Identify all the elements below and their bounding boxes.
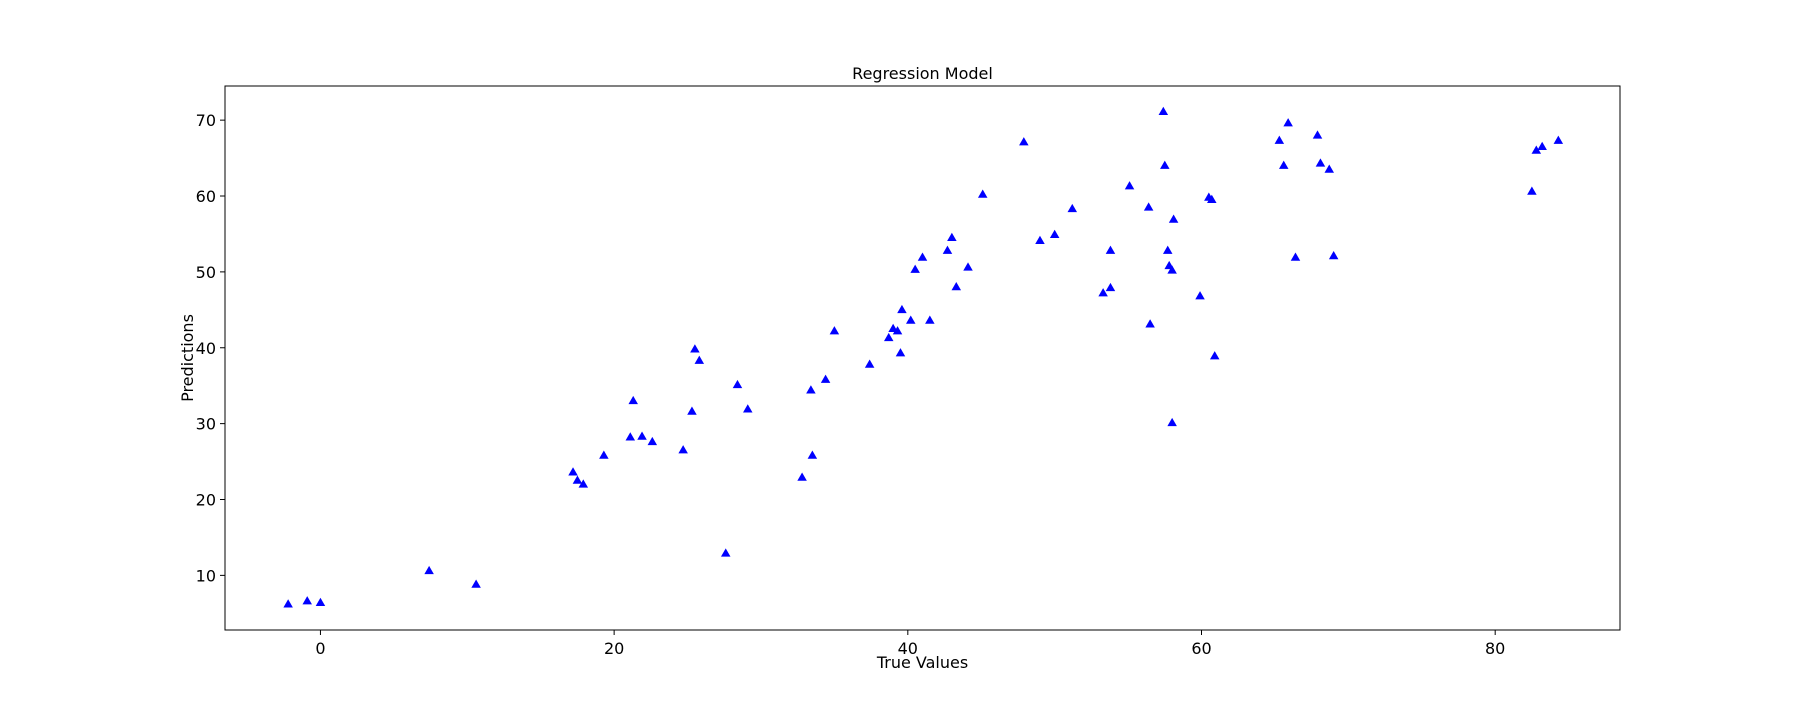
x-tick-label: 40	[898, 639, 918, 658]
data-point-triangle	[910, 264, 920, 273]
y-tick-label: 30	[196, 415, 216, 434]
y-tick-label: 50	[196, 263, 216, 282]
data-point-triangle	[1209, 351, 1220, 360]
data-point-triangle	[1143, 202, 1154, 211]
data-point-triangle	[302, 596, 312, 605]
data-point-triangle	[1160, 160, 1170, 169]
data-point-triangle	[568, 467, 578, 476]
chart-title: Regression Model	[852, 64, 993, 83]
plot-area	[225, 86, 1620, 630]
data-point-triangle	[806, 385, 816, 394]
x-tick-label: 20	[604, 639, 624, 658]
y-axis-title: Predictions	[178, 314, 197, 402]
data-point-triangle	[1527, 186, 1537, 195]
data-point-triangle	[687, 406, 697, 415]
data-point-triangle	[1019, 137, 1029, 146]
data-point-triangle	[1167, 265, 1177, 274]
data-point-triangle	[951, 282, 962, 291]
data-point-triangle	[829, 326, 840, 335]
data-point-triangle	[1315, 158, 1326, 167]
y-tick-label: 10	[196, 566, 216, 585]
data-point-triangle	[1537, 141, 1547, 150]
data-point-triangle	[1207, 194, 1217, 204]
y-tick-label: 20	[196, 491, 216, 510]
data-point-triangle	[1553, 135, 1564, 144]
data-point-triangle	[977, 189, 988, 198]
data-point-triangle	[1098, 288, 1108, 297]
data-point-triangle	[315, 597, 326, 606]
data-point-triangle	[720, 548, 731, 557]
data-point-triangle	[1274, 135, 1285, 144]
data-point-triangle	[797, 472, 807, 481]
x-axis-ticks: 0 20 40 60 80	[315, 630, 1505, 658]
data-point-triangle	[897, 304, 907, 314]
data-point-triangle	[1531, 145, 1542, 154]
data-point-triangle	[732, 379, 743, 389]
data-point-triangle	[864, 359, 875, 368]
data-point-triangle	[1290, 252, 1301, 261]
data-point-triangle	[690, 344, 700, 353]
data-point-triangle	[694, 355, 705, 364]
data-point-triangle	[424, 565, 434, 575]
data-point-triangle	[743, 404, 753, 413]
data-point-triangle	[1124, 181, 1135, 190]
x-axis-title: True Values	[876, 653, 968, 672]
data-point-triangle	[1324, 164, 1334, 173]
data-point-triangle	[647, 436, 658, 446]
x-tick-label: 0	[315, 639, 325, 658]
data-point-triangle	[895, 348, 906, 357]
data-point-triangle	[1283, 118, 1293, 127]
data-point-triangle	[1168, 214, 1179, 223]
x-tick-label: 60	[1191, 639, 1211, 658]
data-point-triangle	[942, 245, 953, 254]
data-points	[283, 106, 1564, 608]
data-point-triangle	[625, 432, 636, 441]
data-point-triangle	[883, 332, 894, 342]
y-axis-ticks: 10 20 30 40 50 60 70	[196, 111, 225, 585]
data-point-triangle	[1035, 235, 1045, 245]
data-point-triangle	[925, 315, 935, 324]
data-point-triangle	[1312, 130, 1323, 139]
data-point-triangle	[1167, 417, 1177, 427]
data-point-triangle	[1145, 319, 1155, 328]
data-point-triangle	[1105, 245, 1116, 254]
data-point-triangle	[1105, 282, 1116, 292]
data-point-triangle	[599, 450, 609, 459]
data-point-triangle	[1278, 160, 1289, 169]
data-point-triangle	[628, 395, 638, 405]
data-point-triangle	[1162, 245, 1173, 254]
data-point-triangle	[578, 479, 589, 488]
data-point-triangle	[807, 450, 818, 459]
data-point-triangle	[1158, 106, 1169, 116]
data-point-triangle	[892, 326, 903, 335]
data-point-triangle	[1195, 291, 1205, 300]
plot-frame	[224, 85, 1621, 631]
data-point-triangle	[906, 315, 916, 324]
x-tick-label: 80	[1485, 639, 1505, 658]
y-tick-label: 40	[196, 339, 216, 358]
y-tick-label: 70	[196, 111, 216, 130]
data-point-triangle	[678, 445, 688, 454]
data-point-triangle	[820, 374, 831, 383]
data-point-triangle	[1328, 250, 1339, 260]
data-point-triangle	[1067, 203, 1078, 213]
data-point-triangle	[637, 431, 647, 440]
data-point-triangle	[471, 579, 481, 588]
data-point-triangle	[917, 252, 928, 261]
y-tick-label: 60	[196, 187, 216, 206]
data-point-triangle	[1049, 229, 1060, 238]
data-point-triangle	[283, 599, 293, 608]
data-point-triangle	[963, 262, 973, 271]
data-point-triangle	[947, 232, 957, 241]
data-point-triangle	[572, 475, 583, 484]
